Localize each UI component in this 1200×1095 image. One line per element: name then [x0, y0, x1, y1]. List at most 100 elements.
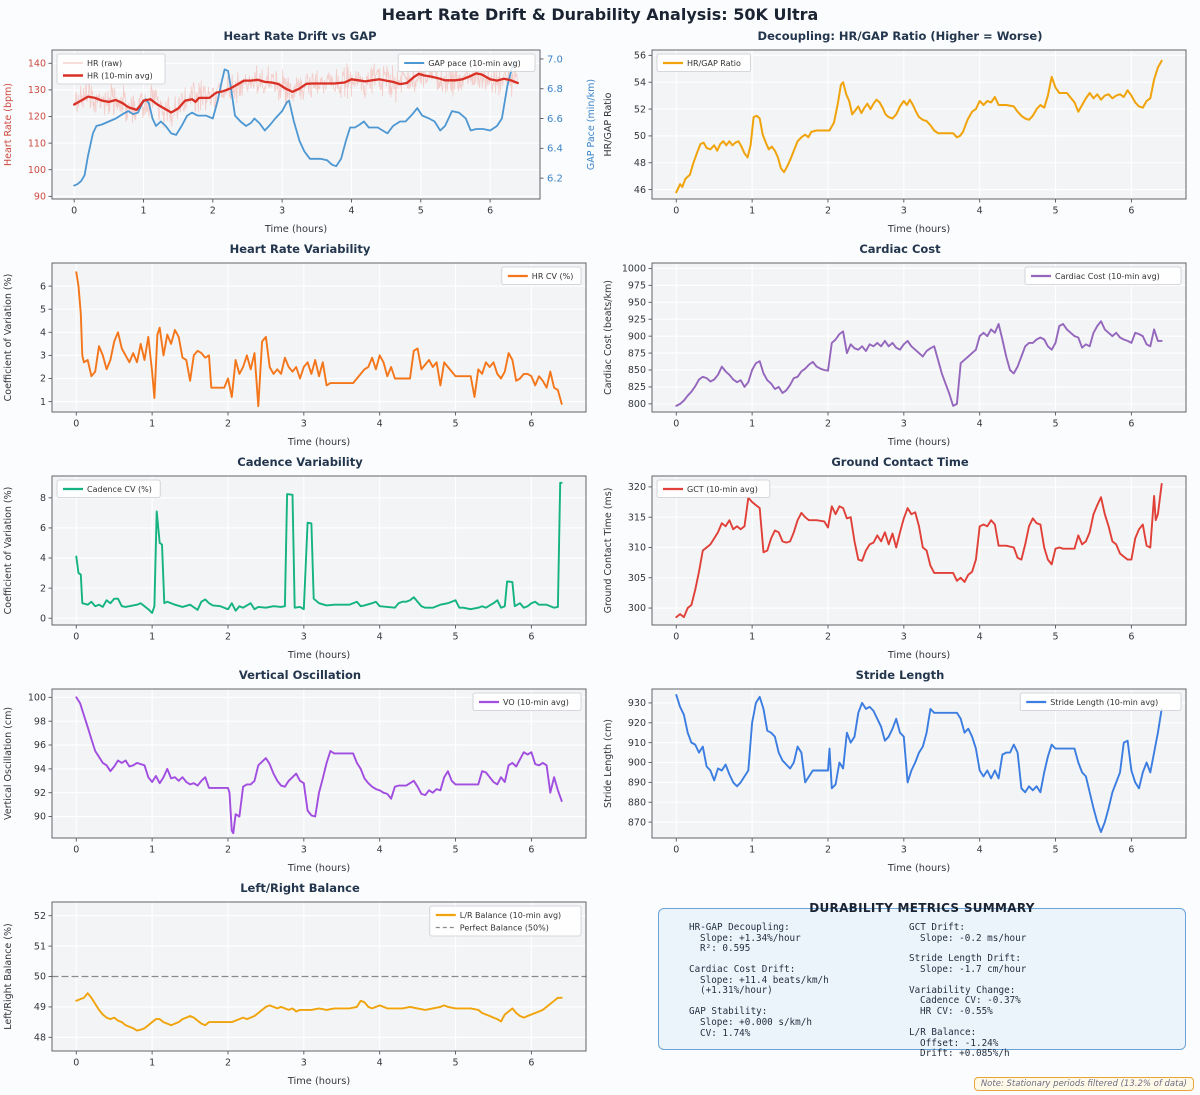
svg-text:56: 56 — [634, 51, 646, 62]
svg-text:130: 130 — [28, 85, 46, 96]
series-hr-10-min-avg- — [73, 72, 519, 114]
hr-variability-plot: 0 1 2 3 4 5 6 1 2 3 4 5 6 Time (hours) Coefficient of … — [3, 262, 587, 448]
svg-text:2: 2 — [40, 583, 46, 594]
svg-text:Coefficient of Variation (%): Coefficient of Variation (%) — [3, 487, 14, 615]
svg-text:L/R Balance (10-min avg): L/R Balance (10-min avg) — [460, 911, 561, 920]
svg-text:2: 2 — [225, 1058, 231, 1069]
svg-text:2: 2 — [210, 206, 216, 217]
svg-text:880: 880 — [628, 797, 646, 808]
summary-section-heading: HR-GAP Decoupling: — [689, 922, 790, 933]
cardiac-cost-plot: 0 1 2 3 4 5 6 800 825 850 875 900 925 950 975 1000 Time … — [603, 262, 1187, 448]
plot-frame — [51, 475, 587, 626]
svg-text:49: 49 — [34, 1002, 46, 1013]
svg-text:3: 3 — [301, 632, 307, 643]
svg-text:0: 0 — [71, 206, 77, 217]
svg-text:Ground Contact Time (ms): Ground Contact Time (ms) — [603, 488, 614, 614]
svg-text:6: 6 — [40, 523, 46, 534]
svg-text:3: 3 — [901, 206, 907, 217]
gridlines — [652, 50, 1186, 199]
svg-text:6: 6 — [528, 1058, 534, 1069]
svg-text:800: 800 — [628, 399, 646, 410]
svg-text:300: 300 — [628, 603, 646, 614]
chart-stride-length: Stride Length 0 1 2 3 4 5 6 870 880 890 900 910 920 9… — [600, 667, 1200, 880]
svg-text:HR (10-min avg): HR (10-min avg) — [87, 71, 153, 80]
svg-text:4: 4 — [977, 419, 983, 430]
axes: 0 1 2 3 4 5 6 800 825 850 875 900 925 950 975 1000 Time … — [603, 264, 1134, 448]
svg-text:90: 90 — [34, 812, 46, 823]
svg-text:48: 48 — [634, 158, 646, 169]
plot-frame — [651, 49, 1187, 200]
axes: 0 1 2 3 4 5 6 870 880 890 900 910 920 930 Time (hours)… — [603, 698, 1134, 874]
svg-text:0: 0 — [73, 632, 79, 643]
svg-text:870: 870 — [628, 817, 646, 828]
chart-title: Vertical Oscillation — [238, 668, 362, 682]
legend: VO (10-min avg) — [472, 692, 582, 711]
svg-text:48: 48 — [34, 1033, 46, 1044]
svg-text:8: 8 — [40, 493, 46, 504]
svg-text:7.0: 7.0 — [547, 54, 563, 65]
chart-title: Left/Right Balance — [240, 881, 360, 895]
series-cardiac-cost-10-min-avg- — [675, 320, 1163, 407]
svg-text:54: 54 — [634, 77, 646, 88]
summary-title: DURABILITY METRICS SUMMARY — [809, 901, 1035, 915]
svg-text:4: 4 — [977, 845, 983, 856]
svg-text:HR/GAP Ratio: HR/GAP Ratio — [603, 92, 614, 156]
svg-text:5: 5 — [418, 206, 424, 217]
axes: 0 1 2 3 4 5 6 1 2 3 4 5 6 Time (hours) Coefficient of … — [3, 274, 534, 448]
chart-title: Cadence Variability — [237, 455, 363, 469]
svg-text:92: 92 — [34, 788, 46, 799]
svg-text:Coefficient of Variation (%): Coefficient of Variation (%) — [3, 274, 14, 402]
legend: Cadence CV (%) — [56, 479, 161, 498]
vertical-oscillation-plot: 0 1 2 3 4 5 6 90 92 94 96 98 100 Time (hours) Vertical… — [3, 688, 587, 874]
svg-text:3: 3 — [301, 1058, 307, 1069]
series-vo-10-min-avg- — [75, 696, 563, 835]
svg-text:1: 1 — [749, 419, 755, 430]
gridlines — [52, 689, 586, 838]
svg-text:1: 1 — [40, 397, 46, 408]
svg-text:6: 6 — [528, 845, 534, 856]
legend: Cardiac Cost (10-min avg) — [1024, 266, 1182, 285]
svg-text:3: 3 — [301, 419, 307, 430]
svg-text:6.4: 6.4 — [547, 144, 563, 155]
svg-text:110: 110 — [28, 138, 46, 149]
svg-text:4: 4 — [377, 632, 383, 643]
svg-text:910: 910 — [628, 738, 646, 749]
series-hr-cv- — [75, 271, 563, 408]
summary-section-heading: Variability Change: — [909, 984, 1016, 996]
svg-text:6: 6 — [487, 206, 493, 217]
summary-column-right: GCT Drift: Slope: -0.2 ms/hour Stride Leng… — [909, 922, 1185, 1070]
svg-text:3: 3 — [901, 632, 907, 643]
svg-text:925: 925 — [628, 314, 646, 325]
svg-text:Perfect Balance (50%): Perfect Balance (50%) — [460, 923, 549, 932]
summary-section: L/R Balance: Offset: -1.24% Drift: +0.085%… — [909, 1027, 1185, 1060]
svg-text:VO (10-min avg): VO (10-min avg) — [503, 698, 569, 707]
svg-text:98: 98 — [34, 716, 46, 727]
svg-text:6.8: 6.8 — [547, 84, 563, 95]
svg-text:1: 1 — [149, 1058, 155, 1069]
svg-text:96: 96 — [34, 740, 46, 751]
chart-grid: Heart Rate Drift vs GAP 0 1 2 3 4 5 6 90 100 110 1… — [0, 28, 1200, 1093]
plot-area — [652, 476, 1186, 625]
svg-text:875: 875 — [628, 348, 646, 359]
svg-text:6.2: 6.2 — [547, 174, 563, 185]
svg-text:4: 4 — [977, 632, 983, 643]
summary-metric-line: (+1.31%/hour) — [700, 985, 773, 997]
summary-metric-line: Cadence CV: -0.37% — [920, 995, 1021, 1007]
axes: 0 1 2 3 4 5 6 300 305 310 315 320 Time (hours) Ground… — [603, 482, 1134, 661]
plot-area — [652, 689, 1186, 838]
svg-text:6.6: 6.6 — [547, 114, 563, 125]
page-title: Heart Rate Drift & Durability Analysis: … — [381, 5, 819, 24]
svg-text:1: 1 — [149, 419, 155, 430]
svg-text:950: 950 — [628, 297, 646, 308]
svg-text:0: 0 — [673, 419, 679, 430]
chart-cardiac-cost: Cardiac Cost 0 1 2 3 4 5 6 800 825 850 875 900 925 95… — [600, 241, 1200, 454]
chart-vertical-oscillation: Vertical Oscillation 0 1 2 3 4 5 6 90 92 94 96 98 10… — [0, 667, 600, 880]
svg-text:52: 52 — [634, 104, 646, 115]
svg-text:HR CV (%): HR CV (%) — [532, 272, 574, 281]
svg-text:6: 6 — [1128, 419, 1134, 430]
svg-text:Time (hours): Time (hours) — [887, 650, 950, 661]
svg-text:HR (raw): HR (raw) — [87, 59, 122, 68]
series-cadence-cv- — [75, 481, 563, 614]
svg-text:Heart Rate (bpm): Heart Rate (bpm) — [3, 83, 14, 166]
